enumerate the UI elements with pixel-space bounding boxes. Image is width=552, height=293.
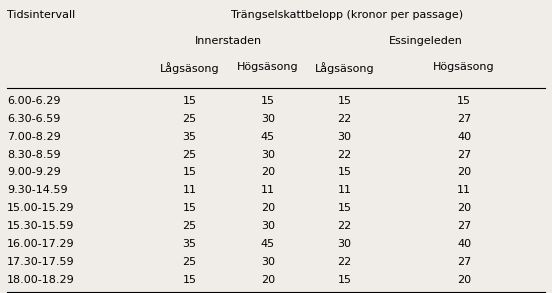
- Text: 30: 30: [261, 221, 275, 231]
- Text: 15: 15: [183, 96, 197, 106]
- Text: Innerstaden: Innerstaden: [194, 36, 262, 46]
- Text: 35: 35: [183, 239, 197, 249]
- Text: 20: 20: [261, 168, 275, 178]
- Text: 45: 45: [261, 132, 275, 142]
- Text: 15: 15: [338, 275, 352, 285]
- Text: 8.30-8.59: 8.30-8.59: [7, 149, 61, 159]
- Text: 15: 15: [338, 203, 352, 213]
- Text: 20: 20: [457, 203, 471, 213]
- Text: 15: 15: [338, 96, 352, 106]
- Text: 20: 20: [457, 168, 471, 178]
- Text: 27: 27: [457, 149, 471, 159]
- Text: Högsäsong: Högsäsong: [237, 62, 299, 72]
- Text: 30: 30: [261, 257, 275, 267]
- Text: 30: 30: [261, 114, 275, 124]
- Text: 17.30-17.59: 17.30-17.59: [7, 257, 75, 267]
- Text: 22: 22: [337, 149, 352, 159]
- Text: 15: 15: [338, 168, 352, 178]
- Text: 35: 35: [183, 132, 197, 142]
- Text: 25: 25: [182, 257, 197, 267]
- Text: 25: 25: [182, 221, 197, 231]
- Text: 7.00-8.29: 7.00-8.29: [7, 132, 61, 142]
- Text: 11: 11: [338, 185, 352, 195]
- Text: 20: 20: [261, 203, 275, 213]
- Text: 20: 20: [457, 275, 471, 285]
- Text: Lågsäsong: Lågsäsong: [160, 62, 219, 74]
- Text: 15: 15: [183, 203, 197, 213]
- Text: 22: 22: [337, 114, 352, 124]
- Text: 27: 27: [457, 114, 471, 124]
- Text: 9.00-9.29: 9.00-9.29: [7, 168, 61, 178]
- Text: 27: 27: [457, 257, 471, 267]
- Text: 22: 22: [337, 257, 352, 267]
- Text: 25: 25: [182, 149, 197, 159]
- Text: Lågsäsong: Lågsäsong: [315, 62, 374, 74]
- Text: 11: 11: [457, 185, 471, 195]
- Text: 27: 27: [457, 221, 471, 231]
- Text: 16.00-17.29: 16.00-17.29: [7, 239, 75, 249]
- Text: Högsäsong: Högsäsong: [433, 62, 495, 72]
- Text: 40: 40: [457, 239, 471, 249]
- Text: 9.30-14.59: 9.30-14.59: [7, 185, 67, 195]
- Text: 25: 25: [182, 114, 197, 124]
- Text: 40: 40: [457, 132, 471, 142]
- Text: 30: 30: [338, 239, 352, 249]
- Text: Tidsintervall: Tidsintervall: [7, 10, 75, 20]
- Text: Essingeleden: Essingeleden: [389, 36, 463, 46]
- Text: 30: 30: [338, 132, 352, 142]
- Text: 18.00-18.29: 18.00-18.29: [7, 275, 75, 285]
- Text: 45: 45: [261, 239, 275, 249]
- Text: 11: 11: [261, 185, 275, 195]
- Text: 30: 30: [261, 149, 275, 159]
- Text: 22: 22: [337, 221, 352, 231]
- Text: 15: 15: [261, 96, 275, 106]
- Text: 15.00-15.29: 15.00-15.29: [7, 203, 75, 213]
- Text: 15: 15: [183, 168, 197, 178]
- Text: 6.00-6.29: 6.00-6.29: [7, 96, 60, 106]
- Text: 6.30-6.59: 6.30-6.59: [7, 114, 60, 124]
- Text: 15: 15: [457, 96, 471, 106]
- Text: 15.30-15.59: 15.30-15.59: [7, 221, 75, 231]
- Text: 15: 15: [183, 275, 197, 285]
- Text: 11: 11: [183, 185, 197, 195]
- Text: 20: 20: [261, 275, 275, 285]
- Text: Trängselskattbelopp (kronor per passage): Trängselskattbelopp (kronor per passage): [231, 10, 464, 20]
